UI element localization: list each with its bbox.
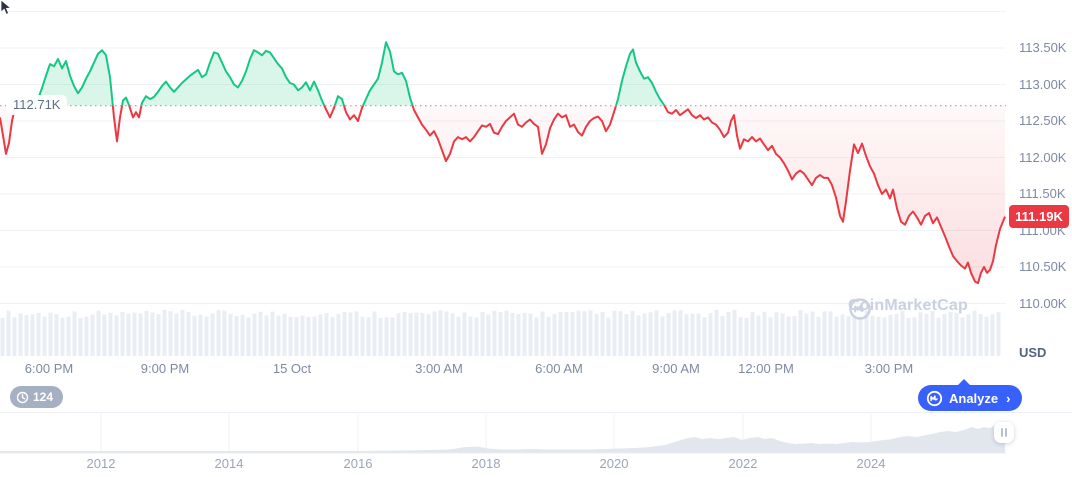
- data-points-count-badge[interactable]: 124: [10, 386, 64, 408]
- x-axis-tick-label: 3:00 AM: [415, 361, 463, 376]
- history-clock-icon: [16, 391, 29, 403]
- x-axis-tick-label: 12:00 PM: [738, 361, 794, 376]
- y-axis-tick-label: 113.50K: [1019, 40, 1067, 55]
- price-plot-area[interactable]: 112.71K CoinMarketCap: [0, 0, 1006, 358]
- analyze-button[interactable]: Analyze ›: [918, 379, 1023, 411]
- year-tick-label: 2024: [856, 456, 886, 471]
- coinmarketcap-logo-icon: [849, 298, 871, 320]
- x-axis-tick-label: 6:00 AM: [535, 361, 583, 376]
- year-tick-label: 2016: [343, 456, 373, 471]
- x-axis-tick-label: 6:00 PM: [24, 361, 74, 376]
- current-price-badge: 111.19K: [1009, 205, 1069, 229]
- y-axis-tick-label: 110.50K: [1019, 259, 1067, 274]
- year-tick-label: 2014: [214, 456, 244, 471]
- year-tick-label: 2022: [728, 456, 758, 471]
- price-line-chart[interactable]: [0, 0, 1006, 358]
- y-axis-tick-label: 113.00K: [1019, 76, 1067, 92]
- baseline-price-label: 112.71K: [6, 95, 68, 115]
- x-axis-tick-label: 15 Oct: [272, 361, 312, 376]
- time-axis: 6:00 PM 9:00 PM 15 Oct 3:00 AM 6:00 AM 9:00 A…: [0, 361, 1006, 379]
- year-axis: 2012 2014 2016 2018 2020 2022 2024: [0, 456, 1072, 474]
- year-tick-label: 2018: [471, 456, 501, 471]
- y-axis-tick-label: 112.00K: [1019, 149, 1067, 165]
- coinmarketcap-watermark: CoinMarketCap: [848, 297, 968, 320]
- year-tick-label: 2020: [599, 456, 629, 471]
- minimap-range-handle[interactable]: [994, 422, 1014, 443]
- price-axis: 113.50K 113.00K 112.50K 112.00K 111.50K 111.0…: [1006, 0, 1072, 360]
- y-axis-tick-label: 110.00K: [1019, 295, 1067, 311]
- history-minimap-track[interactable]: [0, 412, 1072, 456]
- x-axis-tick-label: 3:00 PM: [864, 361, 914, 376]
- history-count-label: 124: [33, 390, 54, 404]
- y-axis-tick-label: 111.50K: [1019, 186, 1066, 201]
- history-minimap-chart: [0, 414, 1006, 454]
- chevron-right-icon: ›: [1006, 390, 1011, 406]
- analyze-pointer: [958, 379, 970, 385]
- currency-unit-label: USD: [1019, 345, 1047, 360]
- watermark-text: CoinMarketCap: [848, 297, 968, 314]
- analyze-label: Analyze: [949, 390, 999, 406]
- x-axis-tick-label: 9:00 AM: [652, 361, 700, 376]
- y-axis-tick-label: 112.50K: [1019, 113, 1067, 128]
- x-axis-tick-label: 9:00 PM: [140, 361, 190, 376]
- mouse-cursor-icon: [0, 0, 12, 15]
- year-tick-label: 2012: [86, 456, 116, 471]
- coinmarketcap-logo-icon: [926, 390, 943, 406]
